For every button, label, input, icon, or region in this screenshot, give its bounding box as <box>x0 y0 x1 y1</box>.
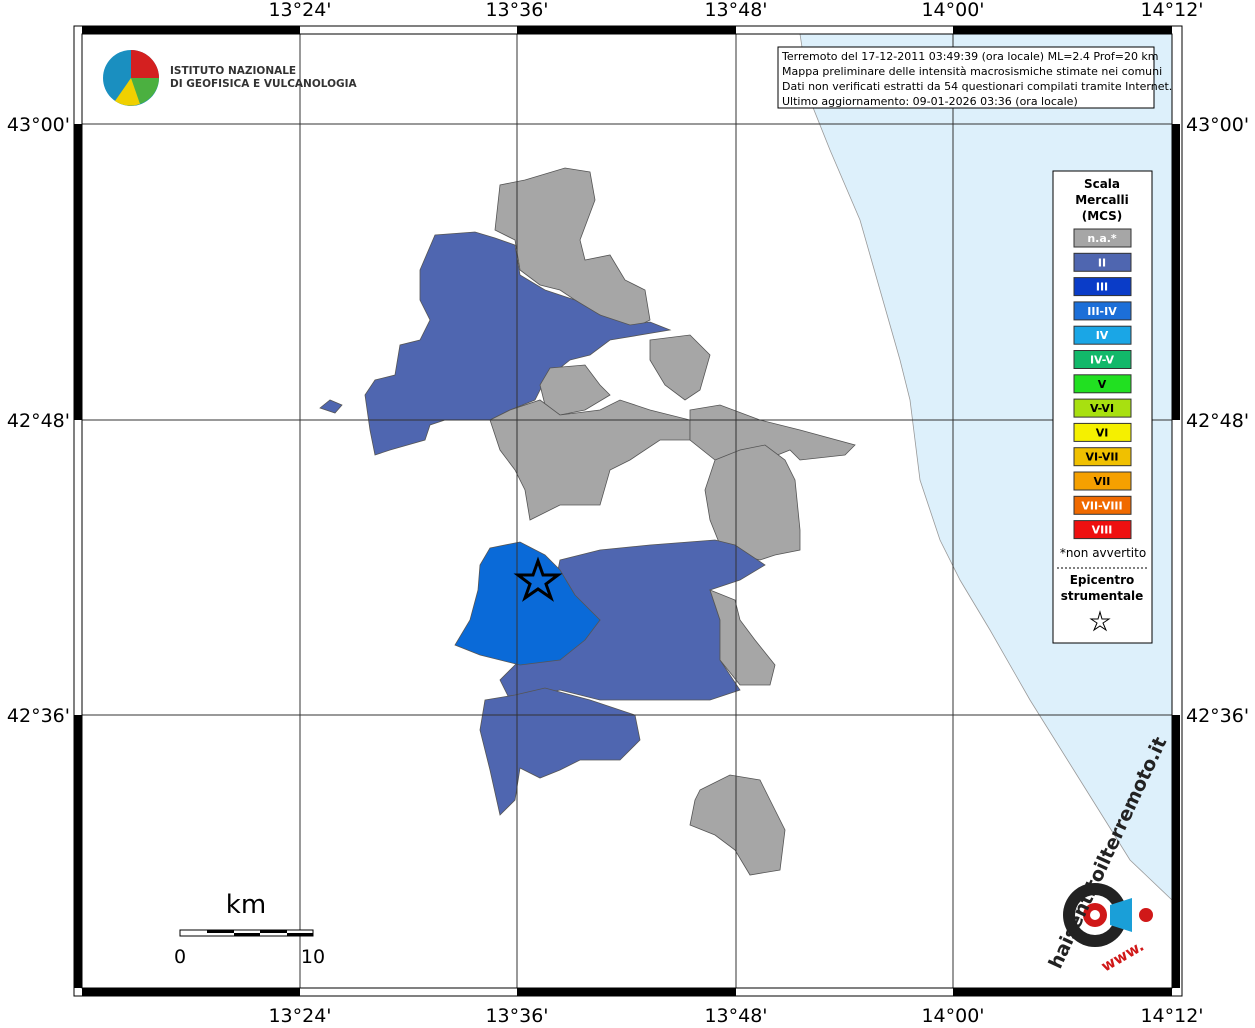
lon-label: 14°00' <box>921 1005 984 1024</box>
graticule <box>82 34 1172 988</box>
lon-label: 14°12' <box>1140 1005 1203 1024</box>
lon-label: 14°12' <box>1140 0 1203 21</box>
legend-swatch <box>1073 495 1132 515</box>
lat-label: 43°00' <box>7 114 70 136</box>
epicenter <box>513 556 563 602</box>
legend-label: n.a.* <box>1087 232 1117 245</box>
info-line: Mappa preliminare delle intensità macros… <box>782 65 1162 78</box>
info-line: Ultimo aggiornamento: 09-01-2026 03:36 (… <box>782 95 1078 108</box>
legend-note: *non avvertito <box>1060 546 1146 560</box>
legend-swatch <box>1073 447 1132 467</box>
lat-label: 42°36' <box>7 705 70 727</box>
scale-unit: km <box>226 890 266 920</box>
lon-label: 13°24' <box>268 1005 331 1024</box>
region <box>709 589 776 686</box>
legend-swatch <box>1073 228 1132 248</box>
legend-label: VI-VII <box>1085 451 1118 464</box>
legend-epicenter: strumentale <box>1061 589 1144 603</box>
legend-swatch <box>1073 471 1132 491</box>
legend-label: IV-V <box>1090 354 1115 367</box>
lat-label: 42°48' <box>1186 410 1249 432</box>
legend-swatch <box>1073 252 1132 272</box>
legend-title: (MCS) <box>1082 209 1123 223</box>
scale-bar <box>179 929 314 937</box>
legend-label: III <box>1096 281 1108 294</box>
legend-swatch <box>1073 301 1132 321</box>
lat-label: 43°00' <box>1186 114 1249 136</box>
legend-label: V-VI <box>1090 402 1114 415</box>
legend-swatch <box>1073 277 1132 297</box>
legend-label: VIII <box>1092 524 1113 537</box>
logo-text: DI GEOFISICA E VULCANOLOGIA <box>170 78 358 90</box>
lon-label: 13°48' <box>704 1005 767 1024</box>
logo-text: ISTITUTO NAZIONALE <box>170 65 296 77</box>
legend-title: Mercalli <box>1075 193 1129 207</box>
legend-epicenter-icon <box>1089 610 1111 632</box>
legend-label: VI <box>1096 426 1109 439</box>
legend-label: II <box>1098 256 1106 269</box>
legend-label: III-IV <box>1087 305 1117 318</box>
legend-title: Scala <box>1084 177 1120 191</box>
lon-label: 13°48' <box>704 0 767 21</box>
municipalities <box>319 167 856 876</box>
region <box>489 399 691 521</box>
info-box <box>777 46 1155 109</box>
lon-label: 13°24' <box>268 0 331 21</box>
info-line: Terremoto del 17-12-2011 03:49:39 (ora l… <box>781 50 1159 63</box>
legend-swatch <box>1073 374 1132 394</box>
info-line: Dati non verificati estratti da 54 quest… <box>782 80 1172 93</box>
badge <box>1063 883 1153 947</box>
legend-label: VII-VIII <box>1081 499 1122 512</box>
legend-label: IV <box>1096 329 1109 342</box>
lat-label: 42°36' <box>1186 705 1249 727</box>
legend-swatch <box>1073 422 1132 442</box>
scale-min: 0 <box>174 946 186 968</box>
legend-swatch <box>1073 350 1132 369</box>
lon-label: 14°00' <box>921 0 984 21</box>
region <box>689 404 856 461</box>
region <box>454 541 601 666</box>
legend-swatch <box>1073 325 1132 345</box>
region <box>319 399 343 414</box>
ingv-logo <box>103 50 159 106</box>
region <box>704 444 801 561</box>
scale-max: 10 <box>301 946 325 968</box>
region <box>649 334 711 401</box>
region <box>494 167 651 331</box>
region <box>689 774 786 876</box>
legend-label: VII <box>1094 475 1111 488</box>
legend-label: V <box>1098 378 1107 391</box>
region <box>479 687 641 816</box>
frame <box>73 25 1183 997</box>
lon-label: 13°36' <box>485 0 548 21</box>
legend-epicenter: Epicentro <box>1070 573 1135 587</box>
legend-swatch <box>1073 398 1132 418</box>
lon-label: 13°36' <box>485 1005 548 1024</box>
lat-label: 42°48' <box>7 410 70 432</box>
legend-swatch <box>1073 520 1132 540</box>
